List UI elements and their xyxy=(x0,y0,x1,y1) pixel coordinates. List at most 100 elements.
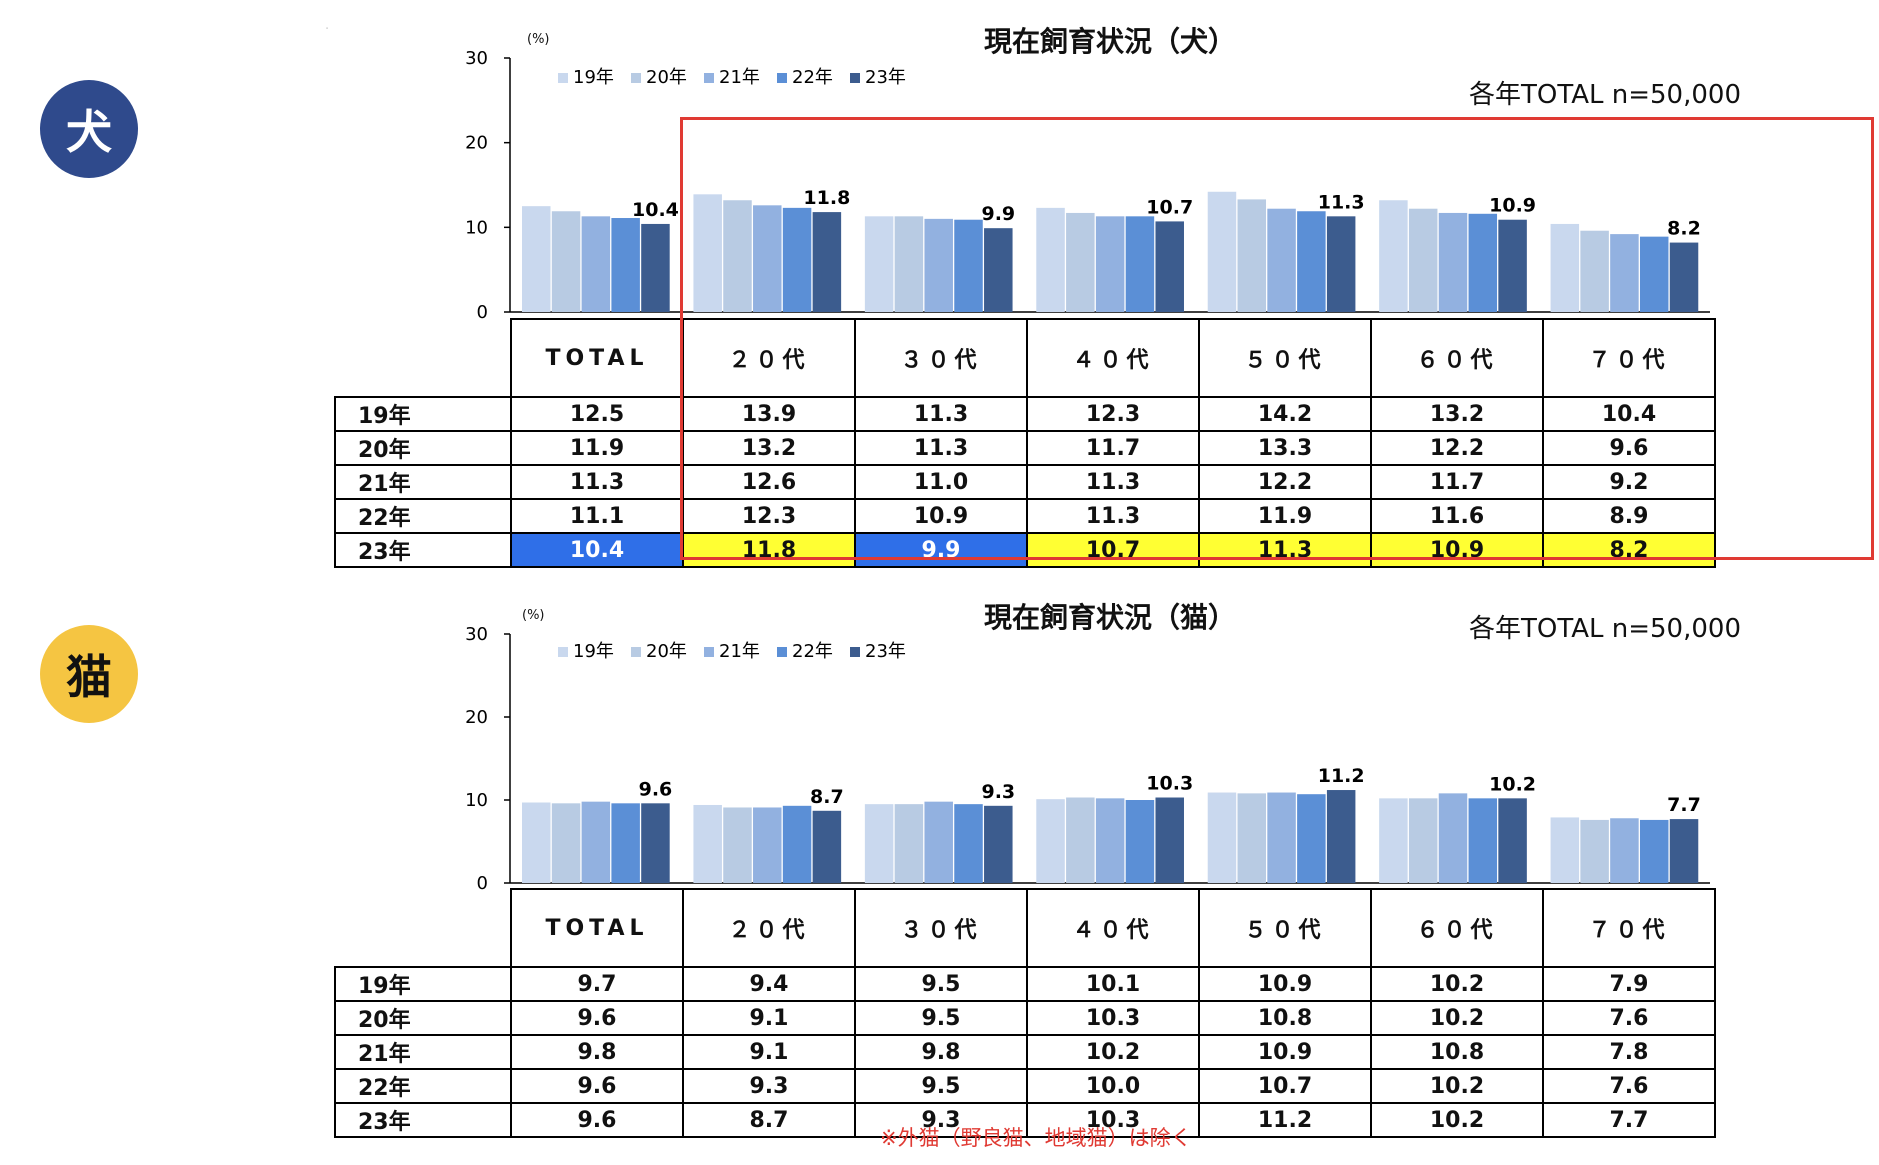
table-cell: 9.8 xyxy=(854,1034,1028,1070)
highlight-box xyxy=(680,117,1874,560)
bar-TOTAL-21年 xyxy=(581,216,611,312)
table-cell: 9.6 xyxy=(510,1068,684,1104)
table-cell: 9.1 xyxy=(682,1000,856,1036)
table-cell: 9.9 xyxy=(854,532,1028,568)
bar-７０代-19年 xyxy=(1550,223,1580,312)
table-row: 22年 11.1 12.3 10.9 11.3 11.9 11.6 8.9 xyxy=(334,498,1716,534)
table-col-header: ６０代 xyxy=(1370,888,1544,968)
table-cell: 10.4 xyxy=(510,532,684,568)
table-header-row: TOTAL ２０代 ３０代 ４０代 ５０代 ６０代 ７０代 xyxy=(335,318,1716,398)
table-row-label: 20年 xyxy=(334,1000,512,1036)
data-label: 9.9 xyxy=(981,203,1015,225)
bar-５０代-21年 xyxy=(1267,792,1296,883)
table-col-header: ７０代 xyxy=(1542,888,1716,968)
cat-chart-title: 現在飼育状況（猫） xyxy=(983,601,1236,634)
y-tick-label: 30 xyxy=(465,48,488,69)
legend-label: 19年 xyxy=(573,641,614,662)
bar-３０代-19年 xyxy=(864,804,894,883)
footnote: ※外猫（野良猫、地域猫）は除く xyxy=(880,1126,1192,1150)
table-cell: 7.6 xyxy=(1542,1000,1716,1036)
table-corner xyxy=(335,889,511,967)
legend-label: 21年 xyxy=(719,67,760,88)
table-col-header: ２０代 xyxy=(682,318,856,398)
legend-swatch xyxy=(777,73,787,83)
bar-４０代-19年 xyxy=(1036,207,1065,312)
table-cell: 12.2 xyxy=(1198,464,1372,500)
table-cell: 9.6 xyxy=(510,1102,684,1138)
table-cell: 13.9 xyxy=(682,396,856,432)
cat-badge: 猫 xyxy=(40,625,138,723)
data-label: 11.2 xyxy=(1318,765,1365,787)
y-tick-label: 20 xyxy=(465,133,488,154)
table-row: 20年 11.9 13.2 11.3 11.7 13.3 12.2 9.6 xyxy=(334,430,1716,466)
bar-４０代-23年 xyxy=(1155,221,1184,312)
table-row-label: 23年 xyxy=(334,1102,512,1138)
table-cell: 9.6 xyxy=(1542,430,1716,466)
table-col-header: ３０代 xyxy=(854,888,1028,968)
legend-label: 22年 xyxy=(792,67,833,88)
bar-４０代-19年 xyxy=(1036,799,1065,883)
table-cell: 10.2 xyxy=(1370,966,1544,1002)
table-cell: 10.0 xyxy=(1026,1068,1200,1104)
bar-２０代-21年 xyxy=(753,205,782,312)
table-cell: 9.3 xyxy=(854,1102,1028,1138)
bar-３０代-23年 xyxy=(984,805,1013,883)
table-cell: 8.2 xyxy=(1542,532,1716,568)
bar-３０代-21年 xyxy=(924,801,953,883)
table-cell: 9.5 xyxy=(854,1068,1028,1104)
bar-５０代-20年 xyxy=(1237,199,1267,312)
data-label: 10.7 xyxy=(1146,196,1193,218)
table-cell: 10.2 xyxy=(1370,1000,1544,1036)
data-label: 10.2 xyxy=(1489,773,1536,795)
cat-sample-size: 各年TOTAL n=50,000 xyxy=(1469,614,1741,644)
bar-５０代-19年 xyxy=(1207,792,1237,883)
table-cell: 10.3 xyxy=(1026,1102,1200,1138)
dog-sample-size: 各年TOTAL n=50,000 xyxy=(1469,80,1741,110)
bar-７０代-22年 xyxy=(1639,819,1669,883)
table-cell: 8.9 xyxy=(1542,498,1716,534)
data-label: 8.7 xyxy=(810,786,844,808)
bar-５０代-19年 xyxy=(1207,191,1237,312)
table-row-label: 23年 xyxy=(334,532,512,568)
bar-４０代-20年 xyxy=(1066,212,1095,312)
table-cell: 11.7 xyxy=(1370,464,1544,500)
bar-６０代-20年 xyxy=(1408,208,1438,312)
legend-swatch xyxy=(850,647,860,657)
table-col-header: ４０代 xyxy=(1026,888,1200,968)
table-cell: 13.3 xyxy=(1198,430,1372,466)
bar-５０代-22年 xyxy=(1297,211,1326,312)
table-cell: 10.8 xyxy=(1198,1000,1372,1036)
bar-５０代-23年 xyxy=(1326,790,1356,883)
table-cell: 9.2 xyxy=(1542,464,1716,500)
bar-４０代-23年 xyxy=(1155,797,1184,883)
bar-TOTAL-19年 xyxy=(522,802,551,883)
legend-label: 19年 xyxy=(573,67,614,88)
bar-TOTAL-20年 xyxy=(551,803,581,883)
dog-chart-title: 現在飼育状況（犬） xyxy=(983,25,1236,58)
table-cell: 10.2 xyxy=(1026,1034,1200,1070)
bar-７０代-21年 xyxy=(1610,234,1639,312)
bar-７０代-22年 xyxy=(1639,236,1669,312)
bar-２０代-22年 xyxy=(782,207,812,312)
table-row: 21年 11.3 12.6 11.0 11.3 12.2 11.7 9.2 xyxy=(334,464,1716,500)
table-row: 23年 10.4 11.8 9.9 10.7 11.3 10.9 8.2 xyxy=(334,532,1716,568)
table-cell: 13.2 xyxy=(682,430,856,466)
legend-swatch xyxy=(850,73,860,83)
table-cell: 10.7 xyxy=(1198,1068,1372,1104)
table-col-header: TOTAL xyxy=(510,318,684,398)
bar-７０代-20年 xyxy=(1580,230,1609,312)
bar-５０代-23年 xyxy=(1326,216,1356,312)
table-cell: 9.4 xyxy=(682,966,856,1002)
table-row: 23年 9.6 8.7 9.3 10.3 11.2 10.2 7.7 xyxy=(334,1102,1716,1138)
dog-badge: 犬 xyxy=(40,80,138,178)
table-col-header: ５０代 xyxy=(1198,888,1372,968)
bar-２０代-20年 xyxy=(723,200,752,312)
table-cell: 10.4 xyxy=(1542,396,1716,432)
bar-４０代-21年 xyxy=(1095,216,1125,312)
bar-４０代-21年 xyxy=(1095,798,1125,883)
faded-header-text: . xyxy=(325,18,332,33)
bar-６０代-20年 xyxy=(1408,798,1438,883)
legend-swatch xyxy=(631,647,641,657)
table-cell: 7.8 xyxy=(1542,1034,1716,1070)
bar-２０代-19年 xyxy=(693,804,722,883)
